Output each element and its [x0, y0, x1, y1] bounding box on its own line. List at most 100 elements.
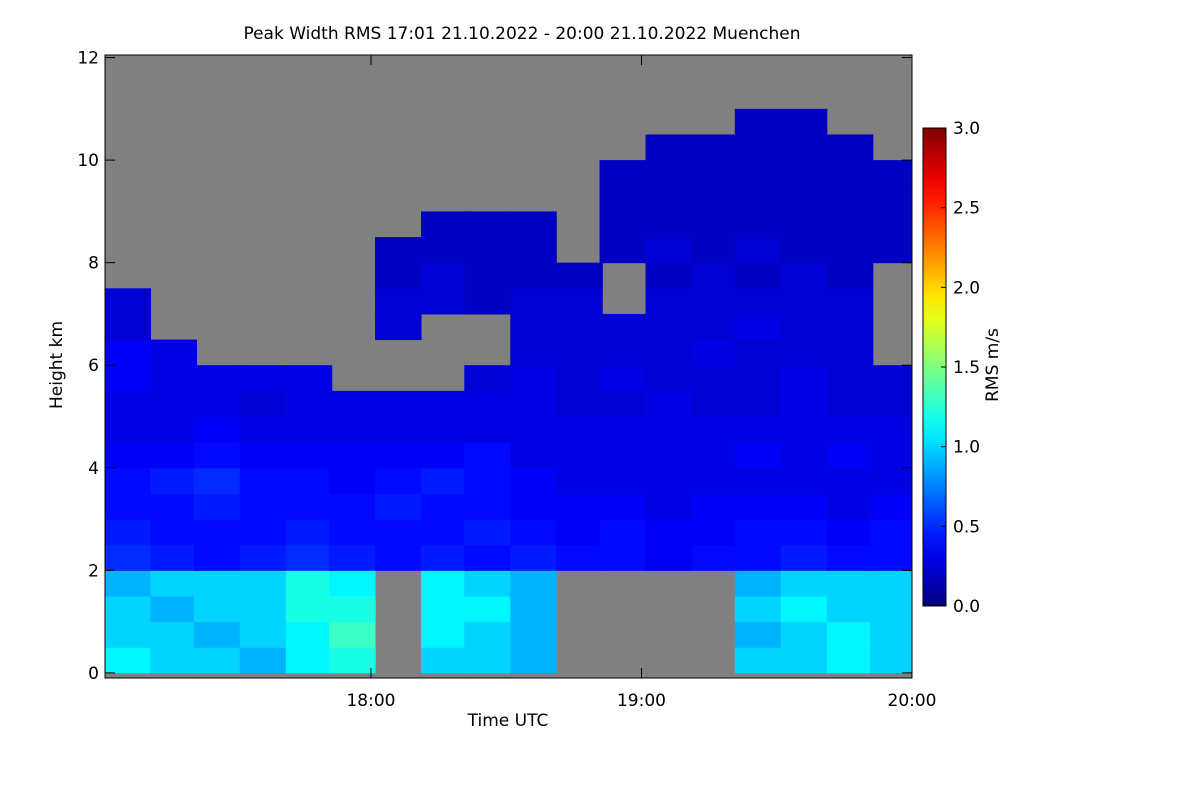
heatmap-cell — [734, 160, 782, 187]
heatmap-cell — [193, 570, 241, 597]
heatmap-cell — [375, 544, 422, 571]
heatmap-cell — [510, 262, 557, 289]
heatmap-cell — [375, 288, 422, 315]
heatmap-cell — [285, 544, 333, 571]
heatmap-cell — [329, 595, 376, 623]
heatmap-cell — [691, 339, 739, 366]
heatmap-cell — [826, 647, 874, 674]
heatmap-cell — [556, 313, 603, 341]
heatmap-cell — [780, 621, 828, 648]
x-tick-label: 19:00 — [617, 691, 666, 711]
heatmap-cell — [464, 595, 511, 623]
heatmap-cell — [780, 108, 828, 135]
heatmap-cell — [510, 570, 557, 597]
heatmap-cell — [734, 493, 782, 520]
heatmap-cell — [464, 493, 511, 520]
heatmap-cell — [105, 313, 152, 341]
heatmap-cell — [193, 416, 241, 443]
heatmap-cell — [464, 262, 511, 289]
heatmap-cell — [193, 647, 241, 674]
heatmap-cell — [599, 211, 647, 238]
y-tick-label: 10 — [77, 151, 99, 171]
heatmap-cell — [375, 262, 422, 289]
heatmap-cell — [645, 237, 693, 264]
heatmap-cell — [105, 595, 152, 623]
heatmap-cell — [193, 519, 241, 546]
heatmap-cell — [734, 134, 782, 161]
heatmap-cell — [780, 390, 828, 417]
heatmap-cell — [285, 365, 333, 392]
y-tick-label: 8 — [88, 254, 99, 274]
heatmap-cell — [556, 339, 603, 366]
heatmap-cell — [556, 493, 603, 520]
heatmap-cell — [193, 595, 241, 623]
heatmap-cell — [105, 442, 152, 469]
heatmap-cell — [285, 467, 333, 494]
heatmap-cell — [239, 544, 287, 571]
heatmap-cell — [645, 288, 693, 315]
heatmap-cell — [826, 544, 874, 571]
heatmap-cell — [734, 621, 782, 648]
heatmap-cell — [645, 467, 693, 494]
heatmap-cell — [421, 519, 468, 546]
heatmap-cell — [329, 544, 376, 571]
heatmap-cell — [734, 288, 782, 315]
heatmap-cell — [870, 365, 912, 392]
heatmap-cell — [734, 108, 782, 135]
heatmap-cell — [105, 390, 152, 417]
heatmap-cell — [510, 339, 557, 366]
heatmap-cell — [599, 416, 647, 443]
heatmap-cell — [645, 390, 693, 417]
chart-title: Peak Width RMS 17:01 21.10.2022 - 20:00 … — [243, 24, 800, 44]
heatmap-cell — [105, 416, 152, 443]
heatmap-cell — [826, 442, 874, 469]
heatmap-cell — [780, 570, 828, 597]
heatmap-cell — [826, 467, 874, 494]
heatmap-cell — [150, 339, 198, 366]
heatmap-cell — [734, 442, 782, 469]
y-tick-label: 6 — [88, 356, 99, 376]
heatmap-cell — [510, 519, 557, 546]
heatmap-cell — [691, 365, 739, 392]
heatmap-cell — [870, 416, 912, 443]
heatmap-cell — [285, 519, 333, 546]
heatmap-cell — [780, 647, 828, 674]
heatmap-cell — [150, 544, 198, 571]
heatmap-cell — [510, 237, 557, 264]
heatmap-cell — [734, 519, 782, 546]
y-tick-label: 12 — [77, 49, 99, 69]
heatmap-cell — [239, 442, 287, 469]
heatmap-cell — [105, 467, 152, 494]
heatmap-cell — [239, 416, 287, 443]
heatmap-cell — [510, 288, 557, 315]
heatmap-cell — [329, 416, 376, 443]
heatmap-cell — [510, 211, 557, 238]
heatmap-cell — [870, 160, 912, 187]
heatmap-cell — [691, 237, 739, 264]
heatmap-cell — [826, 313, 874, 341]
heatmap-cell — [826, 262, 874, 289]
heatmap-cell — [691, 134, 739, 161]
heatmap-cell — [105, 339, 152, 366]
heatmap-cell — [285, 493, 333, 520]
heatmap-cell — [421, 237, 468, 264]
heatmap-cell — [556, 519, 603, 546]
heatmap-cell — [826, 621, 874, 648]
heatmap-cell — [150, 467, 198, 494]
heatmap-cell — [780, 262, 828, 289]
heatmap-cell — [556, 390, 603, 417]
heatmap-cell — [691, 544, 739, 571]
heatmap-cell — [870, 390, 912, 417]
heatmap-cell — [421, 544, 468, 571]
heatmap-cell — [556, 288, 603, 315]
heatmap-cell — [464, 647, 511, 674]
x-tick-label: 20:00 — [888, 691, 937, 711]
heatmap-cell — [734, 237, 782, 264]
heatmap-cell — [285, 595, 333, 623]
heatmap-cell — [239, 493, 287, 520]
colorbar-tick-label: 2.0 — [953, 278, 980, 298]
heatmap-cell — [556, 262, 603, 289]
heatmap-cell — [329, 390, 376, 417]
heatmap-cell — [150, 442, 198, 469]
